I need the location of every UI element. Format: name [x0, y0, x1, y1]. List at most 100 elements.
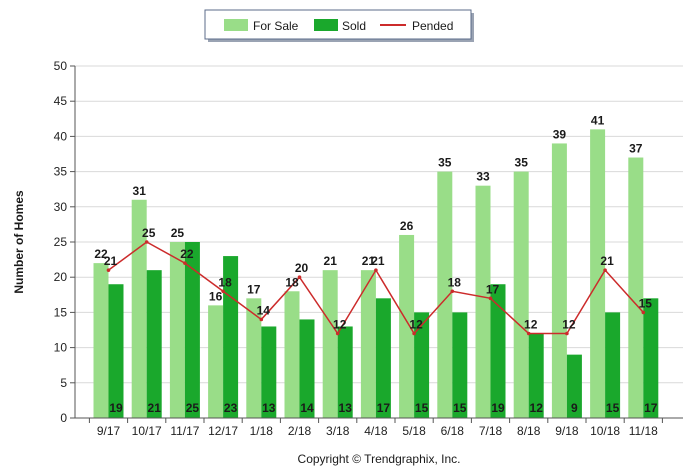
- bar-sold: [490, 284, 506, 418]
- label-for-sale: 21: [362, 254, 376, 268]
- label-sold: 19: [109, 401, 123, 415]
- label-pended: 12: [524, 318, 538, 332]
- bar-sold: [414, 312, 430, 418]
- x-tick-label: 11/18: [629, 424, 658, 438]
- label-pended: 20: [295, 261, 309, 275]
- label-pended: 17: [486, 282, 500, 296]
- x-tick-label: 4/18: [364, 424, 388, 438]
- bar-for-sale: [284, 291, 300, 418]
- label-sold: 23: [224, 401, 238, 415]
- pended-point: [603, 268, 607, 272]
- label-sold: 15: [453, 401, 467, 415]
- x-tick-label: 1/18: [250, 424, 274, 438]
- pended-point: [412, 331, 416, 336]
- pended-point: [526, 331, 531, 336]
- x-tick-label: 9/17: [97, 424, 121, 438]
- bar-sold: [566, 354, 582, 418]
- label-for-sale: 22: [94, 247, 108, 261]
- y-tick-label: 30: [54, 200, 68, 214]
- y-tick-label: 45: [54, 94, 68, 108]
- bar-for-sale: [360, 270, 376, 418]
- pended-point: [374, 268, 378, 272]
- y-tick-label: 5: [60, 376, 67, 390]
- label-sold: 13: [339, 401, 353, 415]
- pended-line: [106, 240, 646, 336]
- label-for-sale: 17: [247, 282, 261, 296]
- label-pended: 25: [142, 226, 156, 240]
- bar-sold: [337, 326, 353, 418]
- bar-for-sale: [551, 143, 567, 418]
- y-tick-label: 15: [54, 305, 68, 319]
- bar-for-sale: [131, 199, 147, 418]
- label-pended: 22: [180, 247, 194, 261]
- label-pended: 12: [562, 318, 576, 332]
- legend-label-pended: Pended: [412, 19, 453, 33]
- label-sold: 19: [491, 401, 505, 415]
- pended-point: [183, 261, 187, 265]
- label-for-sale: 37: [629, 142, 643, 156]
- bar-sold: [452, 312, 468, 418]
- label-pended: 21: [371, 254, 385, 268]
- label-sold: 17: [377, 401, 391, 415]
- label-for-sale: 25: [171, 226, 185, 240]
- label-pended: 18: [218, 275, 232, 289]
- label-pended: 21: [600, 254, 614, 268]
- label-pended: 14: [257, 303, 271, 317]
- y-tick-label: 10: [54, 341, 68, 355]
- label-sold: 13: [262, 401, 276, 415]
- x-tick-label: 10/18: [590, 424, 620, 438]
- axes: [74, 66, 683, 419]
- y-tick-label: 40: [54, 129, 68, 143]
- x-tick-label: 10/17: [132, 424, 162, 438]
- label-for-sale: 33: [476, 170, 490, 184]
- label-pended: 18: [448, 275, 462, 289]
- label-sold: 17: [644, 401, 658, 415]
- legend-swatch-for-sale: [224, 19, 248, 31]
- label-sold: 12: [530, 401, 544, 415]
- bar-sold: [375, 298, 391, 418]
- label-pended: 12: [333, 318, 347, 332]
- label-sold: 15: [415, 401, 429, 415]
- label-for-sale: 16: [209, 289, 223, 303]
- label-for-sale: 18: [285, 275, 299, 289]
- y-tick-label: 0: [60, 411, 67, 425]
- label-sold: 9: [571, 401, 578, 415]
- pended-point: [221, 289, 225, 294]
- pended-point: [144, 240, 149, 244]
- label-for-sale: 26: [400, 219, 414, 233]
- label-for-sale: 21: [324, 254, 338, 268]
- y-tick-label: 35: [54, 165, 68, 179]
- bar-for-sale: [322, 270, 338, 418]
- bar-for-sale: [246, 298, 262, 418]
- label-sold: 21: [148, 401, 162, 415]
- bar-for-sale: [169, 242, 185, 418]
- bar-sold: [643, 298, 659, 418]
- y-tick-label: 25: [54, 235, 68, 249]
- bar-for-sale: [437, 171, 453, 418]
- legend-swatch-sold: [314, 19, 338, 31]
- bar-sold: [108, 284, 124, 418]
- pended-point: [450, 289, 455, 294]
- label-for-sale: 35: [515, 156, 529, 170]
- x-tick-label: 7/18: [479, 424, 503, 438]
- legend-label-sold: Sold: [342, 19, 366, 33]
- y-tick-label: 50: [54, 59, 68, 73]
- x-tick-label: 12/17: [208, 424, 238, 438]
- bar-sold: [223, 256, 239, 418]
- label-for-sale: 41: [591, 113, 605, 127]
- label-pended: 15: [639, 296, 653, 310]
- label-sold: 14: [300, 401, 314, 415]
- pended-point: [641, 310, 646, 315]
- x-tick-label: 9/18: [555, 424, 579, 438]
- bar-sold: [184, 242, 200, 418]
- bar-for-sale: [475, 185, 491, 418]
- pended-point: [297, 275, 302, 280]
- label-sold: 25: [186, 401, 200, 415]
- x-tick-label: 3/18: [326, 424, 350, 438]
- x-tick-label: 11/17: [170, 424, 199, 438]
- label-sold: 15: [606, 401, 620, 415]
- x-tick-label: 5/18: [402, 424, 426, 438]
- x-tick-label: 2/18: [288, 424, 312, 438]
- pended-point: [565, 331, 569, 336]
- x-tick-label: 8/18: [517, 424, 541, 438]
